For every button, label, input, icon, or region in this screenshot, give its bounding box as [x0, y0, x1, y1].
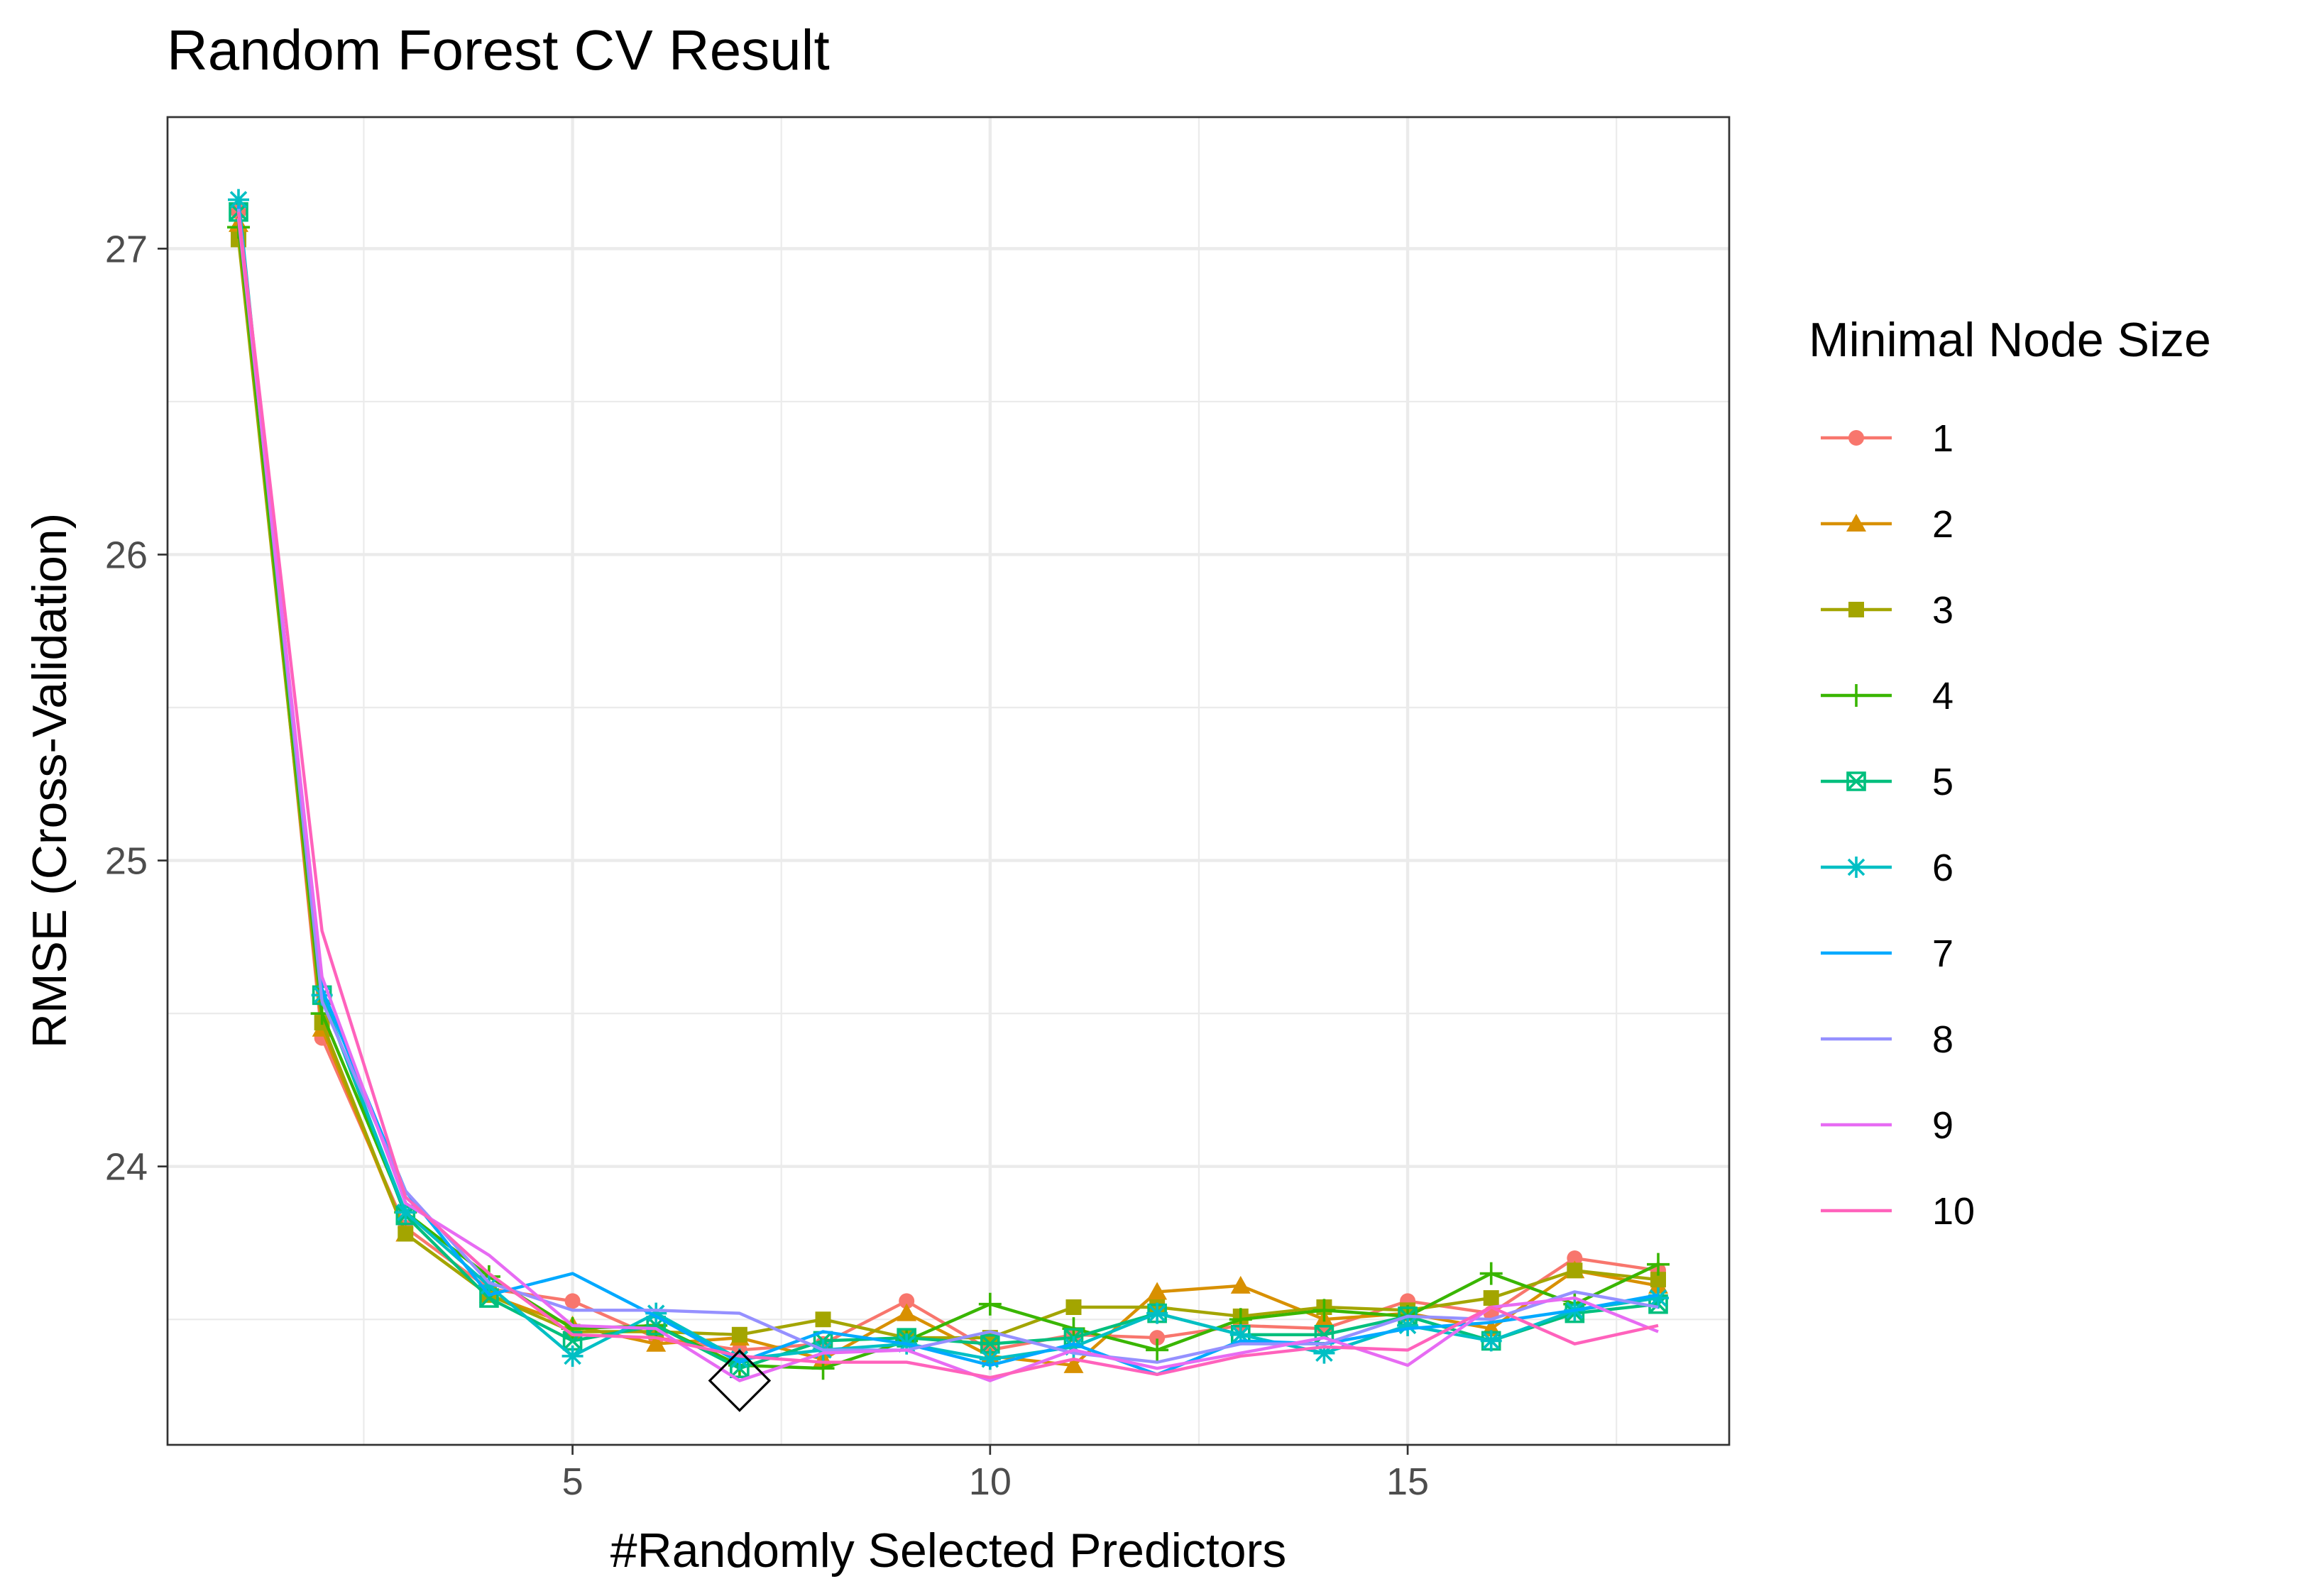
- legend-item-6: 6: [1821, 847, 1953, 889]
- plot-panel: [166, 116, 1731, 1446]
- legend-label: 5: [1932, 761, 1953, 803]
- legend-key-marker: [1846, 514, 1866, 532]
- legend-label: 1: [1932, 417, 1953, 460]
- x-axis: 5 10 15: [562, 1445, 1429, 1503]
- series-8: [236, 209, 1659, 1364]
- data-point-6: [1063, 1336, 1085, 1358]
- legend-label: 8: [1932, 1018, 1953, 1061]
- data-point-2: [1147, 1282, 1168, 1300]
- y-tick-label: 24: [105, 1146, 148, 1189]
- data-point-6: [1229, 1323, 1251, 1345]
- data-point-6: [478, 1275, 500, 1297]
- legend-item-4: 4: [1821, 675, 1953, 717]
- legend-items: 1 2 3 4 5 6 7 8 9 10: [1821, 417, 1975, 1233]
- data-point-2: [646, 1333, 667, 1352]
- data-point-3: [731, 1326, 747, 1343]
- data-point-3: [1650, 1272, 1666, 1288]
- data-point-6: [228, 189, 249, 211]
- legend-label: 9: [1932, 1104, 1953, 1147]
- legend-item-9: 9: [1821, 1104, 1953, 1147]
- data-point-6: [979, 1348, 1001, 1370]
- y-tick-label: 27: [105, 228, 148, 270]
- panel-background: [168, 117, 1729, 1445]
- legend-title: Minimal Node Size: [1809, 313, 2211, 367]
- series-layer: [227, 189, 1670, 1382]
- legend-item-7: 7: [1821, 932, 1953, 975]
- panel-border: [166, 116, 1731, 1446]
- data-point-1: [899, 1293, 915, 1309]
- series-line-7: [236, 205, 1659, 1377]
- data-point-4: [1479, 1262, 1503, 1285]
- data-point-2: [1230, 1275, 1251, 1294]
- legend-label: 2: [1932, 503, 1953, 546]
- y-axis-title: RMSE (Cross-Validation): [23, 513, 77, 1048]
- data-point-6: [561, 1345, 583, 1367]
- series-10: [236, 211, 1659, 1380]
- data-point-6: [1480, 1330, 1502, 1352]
- grid-major: [168, 117, 1729, 1445]
- legend-label: 7: [1932, 932, 1953, 975]
- chart-title: Random Forest CV Result: [167, 18, 830, 82]
- legend-label: 3: [1932, 589, 1953, 632]
- data-point-3: [398, 1226, 414, 1242]
- data-point-4: [1146, 1338, 1169, 1362]
- data-point-3: [1065, 1299, 1082, 1316]
- data-point-6: [1146, 1302, 1168, 1324]
- legend-key-marker: [1846, 771, 1866, 791]
- x-tick-label: 5: [562, 1460, 583, 1503]
- legend-label: 4: [1932, 675, 1953, 717]
- data-point-4: [1647, 1253, 1670, 1276]
- y-tick-label: 26: [105, 534, 148, 576]
- data-point-4: [1313, 1299, 1336, 1322]
- y-axis: 24 25 26 27: [105, 228, 168, 1189]
- series-line-8: [236, 209, 1659, 1364]
- legend-key-marker: [1848, 430, 1864, 446]
- data-point-6: [728, 1348, 750, 1370]
- legend-key-marker: [1848, 602, 1864, 617]
- legend-item-3: 3: [1821, 589, 1953, 632]
- x-tick-label: 15: [1386, 1460, 1429, 1503]
- data-point-3: [1567, 1262, 1583, 1279]
- series-line-10: [236, 211, 1659, 1380]
- legend-item-8: 8: [1821, 1018, 1953, 1061]
- series-7: [236, 205, 1659, 1377]
- data-point-6: [395, 1201, 417, 1223]
- data-point-3: [815, 1311, 831, 1328]
- legend-item-2: 2: [1821, 503, 1953, 546]
- x-axis-title: #Randomly Selected Predictors: [610, 1524, 1286, 1578]
- legend: Minimal Node Size 1 2 3 4 5 6 7 8 9 10: [1809, 313, 2211, 1233]
- best-marker-layer: [708, 1349, 772, 1412]
- legend-key-marker: [1846, 857, 1867, 878]
- legend-item-10: 10: [1821, 1190, 1975, 1233]
- legend-item-5: 5: [1821, 761, 1953, 803]
- legend-item-1: 1: [1821, 417, 1953, 460]
- data-point-1: [1149, 1330, 1166, 1346]
- data-point-2: [897, 1303, 917, 1321]
- grid-minor: [168, 117, 1729, 1445]
- data-point-6: [1313, 1342, 1335, 1364]
- series-line-9: [236, 218, 1659, 1382]
- data-point-6: [1397, 1314, 1419, 1336]
- data-point-6: [1648, 1287, 1669, 1309]
- legend-key-marker: [1845, 684, 1868, 707]
- best-point-diamond: [708, 1349, 772, 1412]
- legend-label: 6: [1932, 847, 1953, 889]
- data-point-1: [1567, 1250, 1583, 1267]
- x-tick-label: 10: [969, 1460, 1012, 1503]
- series-9: [236, 218, 1659, 1382]
- y-tick-label: 25: [105, 840, 148, 883]
- data-point-2: [1063, 1355, 1084, 1373]
- data-point-3: [1483, 1290, 1499, 1306]
- data-point-4: [978, 1292, 1002, 1316]
- data-point-1: [564, 1293, 581, 1309]
- data-point-6: [645, 1302, 667, 1324]
- legend-label: 10: [1932, 1190, 1975, 1233]
